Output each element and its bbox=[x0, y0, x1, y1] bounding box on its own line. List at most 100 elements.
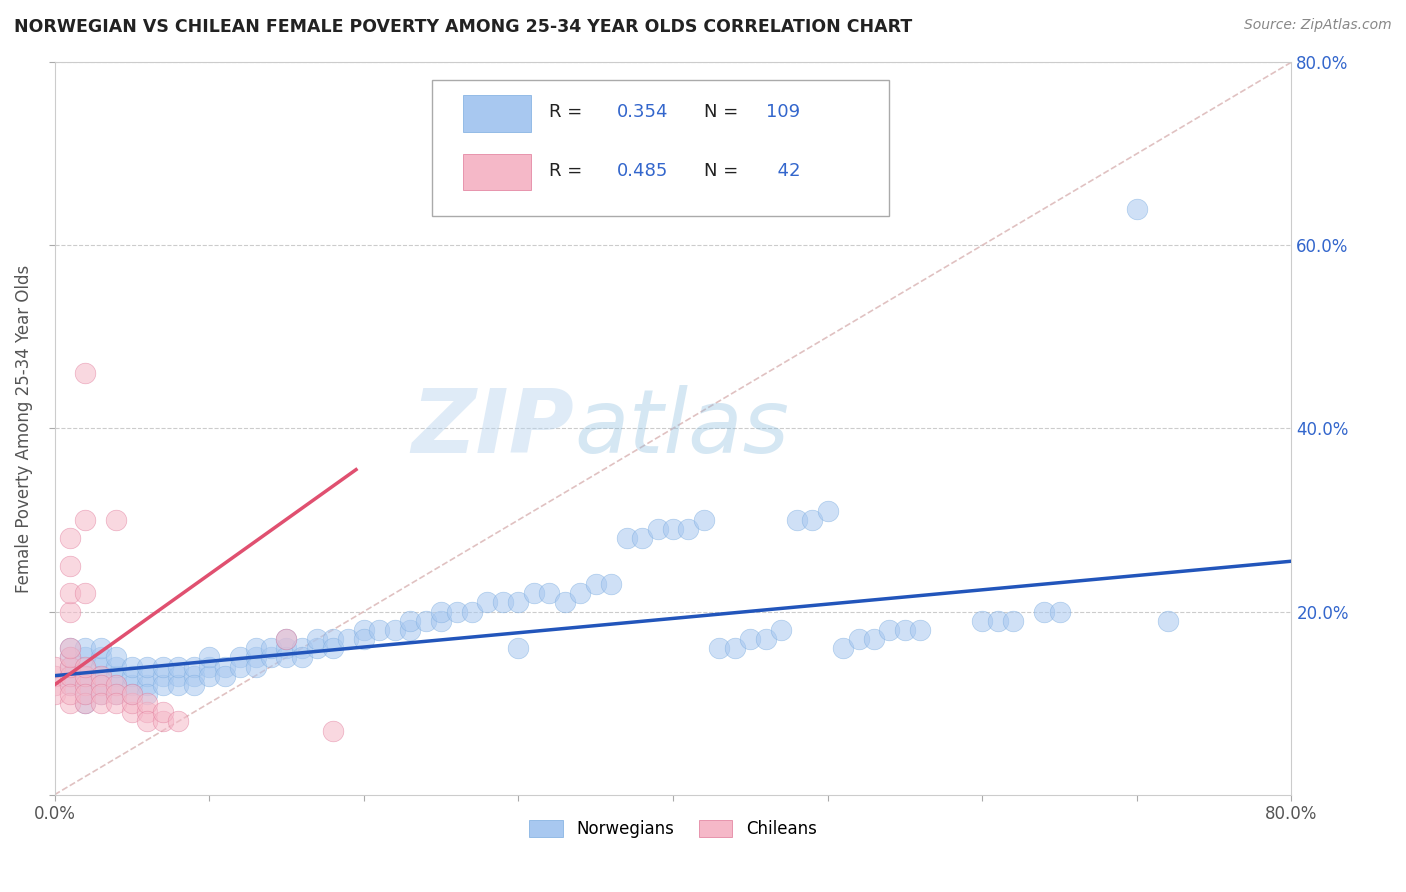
Point bbox=[1033, 605, 1056, 619]
Point bbox=[44, 678, 66, 692]
Point bbox=[90, 678, 112, 692]
Point bbox=[214, 659, 236, 673]
Point bbox=[430, 614, 453, 628]
Point bbox=[538, 586, 561, 600]
Point bbox=[198, 650, 221, 665]
Point bbox=[600, 577, 623, 591]
Point bbox=[75, 696, 97, 710]
Point bbox=[59, 687, 82, 701]
Point bbox=[136, 659, 159, 673]
Point bbox=[75, 367, 97, 381]
Point bbox=[276, 650, 298, 665]
Point bbox=[167, 659, 190, 673]
Point bbox=[817, 504, 839, 518]
Point bbox=[1126, 202, 1149, 216]
Point bbox=[105, 678, 128, 692]
Point bbox=[229, 659, 252, 673]
Point bbox=[709, 641, 731, 656]
Point bbox=[167, 714, 190, 729]
Point bbox=[136, 668, 159, 682]
Point bbox=[121, 696, 143, 710]
Point bbox=[477, 595, 499, 609]
Text: 42: 42 bbox=[766, 161, 800, 179]
Point bbox=[121, 687, 143, 701]
Text: R =: R = bbox=[550, 161, 588, 179]
Point bbox=[136, 706, 159, 720]
Point bbox=[90, 678, 112, 692]
Point bbox=[59, 696, 82, 710]
Point bbox=[105, 678, 128, 692]
Point bbox=[44, 659, 66, 673]
Point bbox=[461, 605, 484, 619]
Point bbox=[59, 659, 82, 673]
Text: N =: N = bbox=[704, 103, 744, 121]
Point bbox=[105, 687, 128, 701]
Text: NORWEGIAN VS CHILEAN FEMALE POVERTY AMONG 25-34 YEAR OLDS CORRELATION CHART: NORWEGIAN VS CHILEAN FEMALE POVERTY AMON… bbox=[14, 18, 912, 36]
Point bbox=[353, 632, 375, 646]
Point bbox=[75, 586, 97, 600]
Point bbox=[121, 678, 143, 692]
Point bbox=[353, 623, 375, 637]
Point bbox=[399, 623, 422, 637]
Point bbox=[105, 659, 128, 673]
Point bbox=[786, 513, 808, 527]
Point bbox=[152, 714, 174, 729]
Point bbox=[183, 659, 205, 673]
Point bbox=[75, 650, 97, 665]
Point bbox=[894, 623, 917, 637]
Point bbox=[631, 531, 654, 545]
Point bbox=[523, 586, 546, 600]
Point bbox=[167, 678, 190, 692]
Point bbox=[260, 650, 283, 665]
Y-axis label: Female Poverty Among 25-34 Year Olds: Female Poverty Among 25-34 Year Olds bbox=[15, 264, 32, 592]
Point bbox=[152, 659, 174, 673]
Point bbox=[399, 614, 422, 628]
Point bbox=[260, 641, 283, 656]
Point bbox=[647, 522, 669, 536]
Point bbox=[585, 577, 607, 591]
Point bbox=[569, 586, 592, 600]
Point bbox=[136, 687, 159, 701]
Point bbox=[678, 522, 700, 536]
Point bbox=[337, 632, 360, 646]
Text: ZIP: ZIP bbox=[412, 385, 574, 472]
Text: N =: N = bbox=[704, 161, 744, 179]
Point bbox=[75, 687, 97, 701]
Point bbox=[863, 632, 886, 646]
Point bbox=[44, 668, 66, 682]
Point bbox=[75, 659, 97, 673]
Point bbox=[90, 696, 112, 710]
Point bbox=[368, 623, 391, 637]
Point bbox=[59, 531, 82, 545]
Point bbox=[152, 668, 174, 682]
Point bbox=[59, 641, 82, 656]
Point bbox=[245, 641, 267, 656]
Point bbox=[446, 605, 468, 619]
Point bbox=[492, 595, 515, 609]
Point bbox=[90, 687, 112, 701]
Point bbox=[75, 641, 97, 656]
Point bbox=[75, 687, 97, 701]
Point bbox=[770, 623, 793, 637]
Point bbox=[1002, 614, 1025, 628]
Point bbox=[59, 650, 82, 665]
Point bbox=[75, 513, 97, 527]
Point bbox=[105, 687, 128, 701]
Point bbox=[59, 668, 82, 682]
Point bbox=[415, 614, 437, 628]
Point bbox=[276, 632, 298, 646]
Point bbox=[245, 650, 267, 665]
Point bbox=[508, 595, 530, 609]
Point bbox=[801, 513, 824, 527]
Point bbox=[276, 632, 298, 646]
Text: 0.354: 0.354 bbox=[617, 103, 669, 121]
Point bbox=[430, 605, 453, 619]
Text: atlas: atlas bbox=[574, 385, 789, 472]
Point bbox=[121, 687, 143, 701]
Point bbox=[616, 531, 638, 545]
Point bbox=[121, 668, 143, 682]
Point bbox=[322, 632, 344, 646]
Point bbox=[214, 668, 236, 682]
Point bbox=[136, 714, 159, 729]
Point bbox=[152, 706, 174, 720]
